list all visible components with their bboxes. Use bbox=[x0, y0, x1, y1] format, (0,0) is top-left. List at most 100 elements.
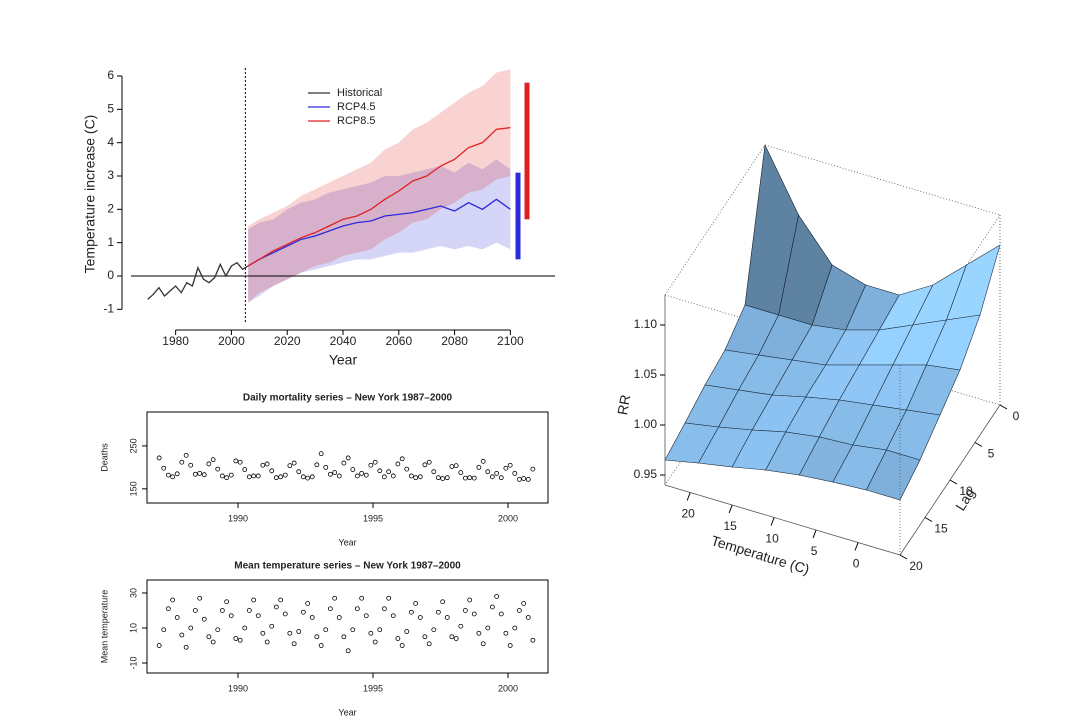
point bbox=[156, 643, 162, 648]
point bbox=[345, 455, 351, 461]
plot-frame bbox=[146, 579, 549, 674]
surface-facet bbox=[866, 449, 921, 501]
x-tick-label: 1990 bbox=[228, 683, 248, 693]
y-tick bbox=[899, 554, 908, 560]
y-tick-label: 20 bbox=[909, 559, 923, 573]
point bbox=[165, 472, 171, 478]
point bbox=[174, 471, 180, 477]
point bbox=[449, 634, 455, 640]
chart-title: Mean temperature series – New York 1987–… bbox=[234, 561, 461, 572]
point bbox=[161, 465, 167, 471]
x-axis-title: Temperature (C) bbox=[709, 532, 811, 577]
point bbox=[318, 643, 324, 648]
point bbox=[332, 595, 338, 601]
y-tick-label: 30 bbox=[128, 588, 138, 598]
point bbox=[323, 464, 329, 470]
point bbox=[435, 609, 441, 615]
point bbox=[413, 601, 419, 606]
point bbox=[494, 470, 500, 476]
box-edge bbox=[764, 334, 1001, 406]
point bbox=[386, 595, 392, 601]
point bbox=[390, 613, 396, 619]
point bbox=[192, 471, 198, 477]
point bbox=[179, 459, 185, 465]
point bbox=[399, 456, 405, 462]
range-bar bbox=[524, 82, 530, 220]
point bbox=[179, 632, 185, 638]
box-edge bbox=[664, 144, 766, 296]
point bbox=[291, 460, 297, 466]
point bbox=[341, 460, 347, 466]
point bbox=[170, 597, 176, 603]
legend-label: RCP8.5 bbox=[337, 115, 376, 127]
y-tick-label: 15 bbox=[934, 522, 948, 536]
point bbox=[507, 462, 513, 468]
point bbox=[183, 644, 189, 650]
point bbox=[264, 461, 270, 467]
point bbox=[174, 615, 180, 620]
point bbox=[246, 474, 252, 480]
y-tick-label: 10 bbox=[128, 623, 138, 633]
point bbox=[210, 639, 216, 645]
point bbox=[422, 634, 428, 640]
y-axis-title: Lag bbox=[952, 485, 978, 513]
point bbox=[381, 606, 387, 612]
point bbox=[215, 627, 221, 633]
y-tick bbox=[974, 442, 983, 447]
point bbox=[170, 474, 176, 480]
point bbox=[489, 604, 495, 610]
x-tick-label: 2060 bbox=[385, 334, 412, 348]
y-tick-label: 4 bbox=[107, 135, 114, 149]
point bbox=[224, 475, 230, 481]
point bbox=[287, 463, 293, 469]
point bbox=[359, 470, 365, 476]
z-tick-label: 1.10 bbox=[634, 317, 658, 331]
point bbox=[332, 470, 338, 475]
point bbox=[422, 462, 428, 468]
point bbox=[201, 616, 207, 622]
point bbox=[201, 472, 207, 478]
point bbox=[336, 615, 342, 620]
point bbox=[296, 469, 302, 475]
point bbox=[269, 468, 275, 474]
point bbox=[233, 636, 239, 641]
box-edge bbox=[664, 484, 901, 556]
point bbox=[471, 475, 477, 481]
point bbox=[431, 469, 437, 475]
point bbox=[323, 627, 329, 633]
point bbox=[494, 594, 500, 599]
chart-title: Daily mortality series – New York 1987–2… bbox=[243, 393, 453, 404]
point bbox=[188, 462, 194, 468]
point bbox=[305, 475, 311, 481]
point bbox=[404, 466, 410, 472]
point bbox=[228, 613, 234, 619]
x-tick-label: 1995 bbox=[363, 683, 383, 693]
point bbox=[498, 611, 504, 617]
point bbox=[318, 451, 324, 457]
point bbox=[458, 470, 464, 475]
z-tick-label: 1.05 bbox=[634, 367, 658, 381]
point bbox=[255, 613, 261, 619]
x-tick-label: 5 bbox=[811, 544, 818, 558]
point bbox=[237, 637, 243, 643]
point bbox=[291, 641, 297, 647]
series-line bbox=[247, 198, 511, 267]
point bbox=[327, 471, 333, 477]
point bbox=[395, 636, 401, 641]
point bbox=[521, 476, 527, 481]
point bbox=[228, 472, 234, 478]
point bbox=[503, 630, 509, 636]
point bbox=[314, 462, 320, 468]
point bbox=[512, 470, 518, 476]
point bbox=[242, 625, 248, 631]
point bbox=[399, 643, 405, 648]
point bbox=[453, 636, 459, 641]
x-tick-label: 1980 bbox=[162, 334, 189, 348]
y-tick-label: 1 bbox=[107, 235, 114, 249]
point bbox=[404, 629, 410, 634]
point bbox=[458, 623, 464, 629]
point bbox=[345, 648, 351, 654]
z-tick-label: 0.95 bbox=[634, 467, 658, 481]
uncertainty-band bbox=[248, 159, 511, 303]
y-axis-title: Mean temperature bbox=[99, 590, 109, 664]
